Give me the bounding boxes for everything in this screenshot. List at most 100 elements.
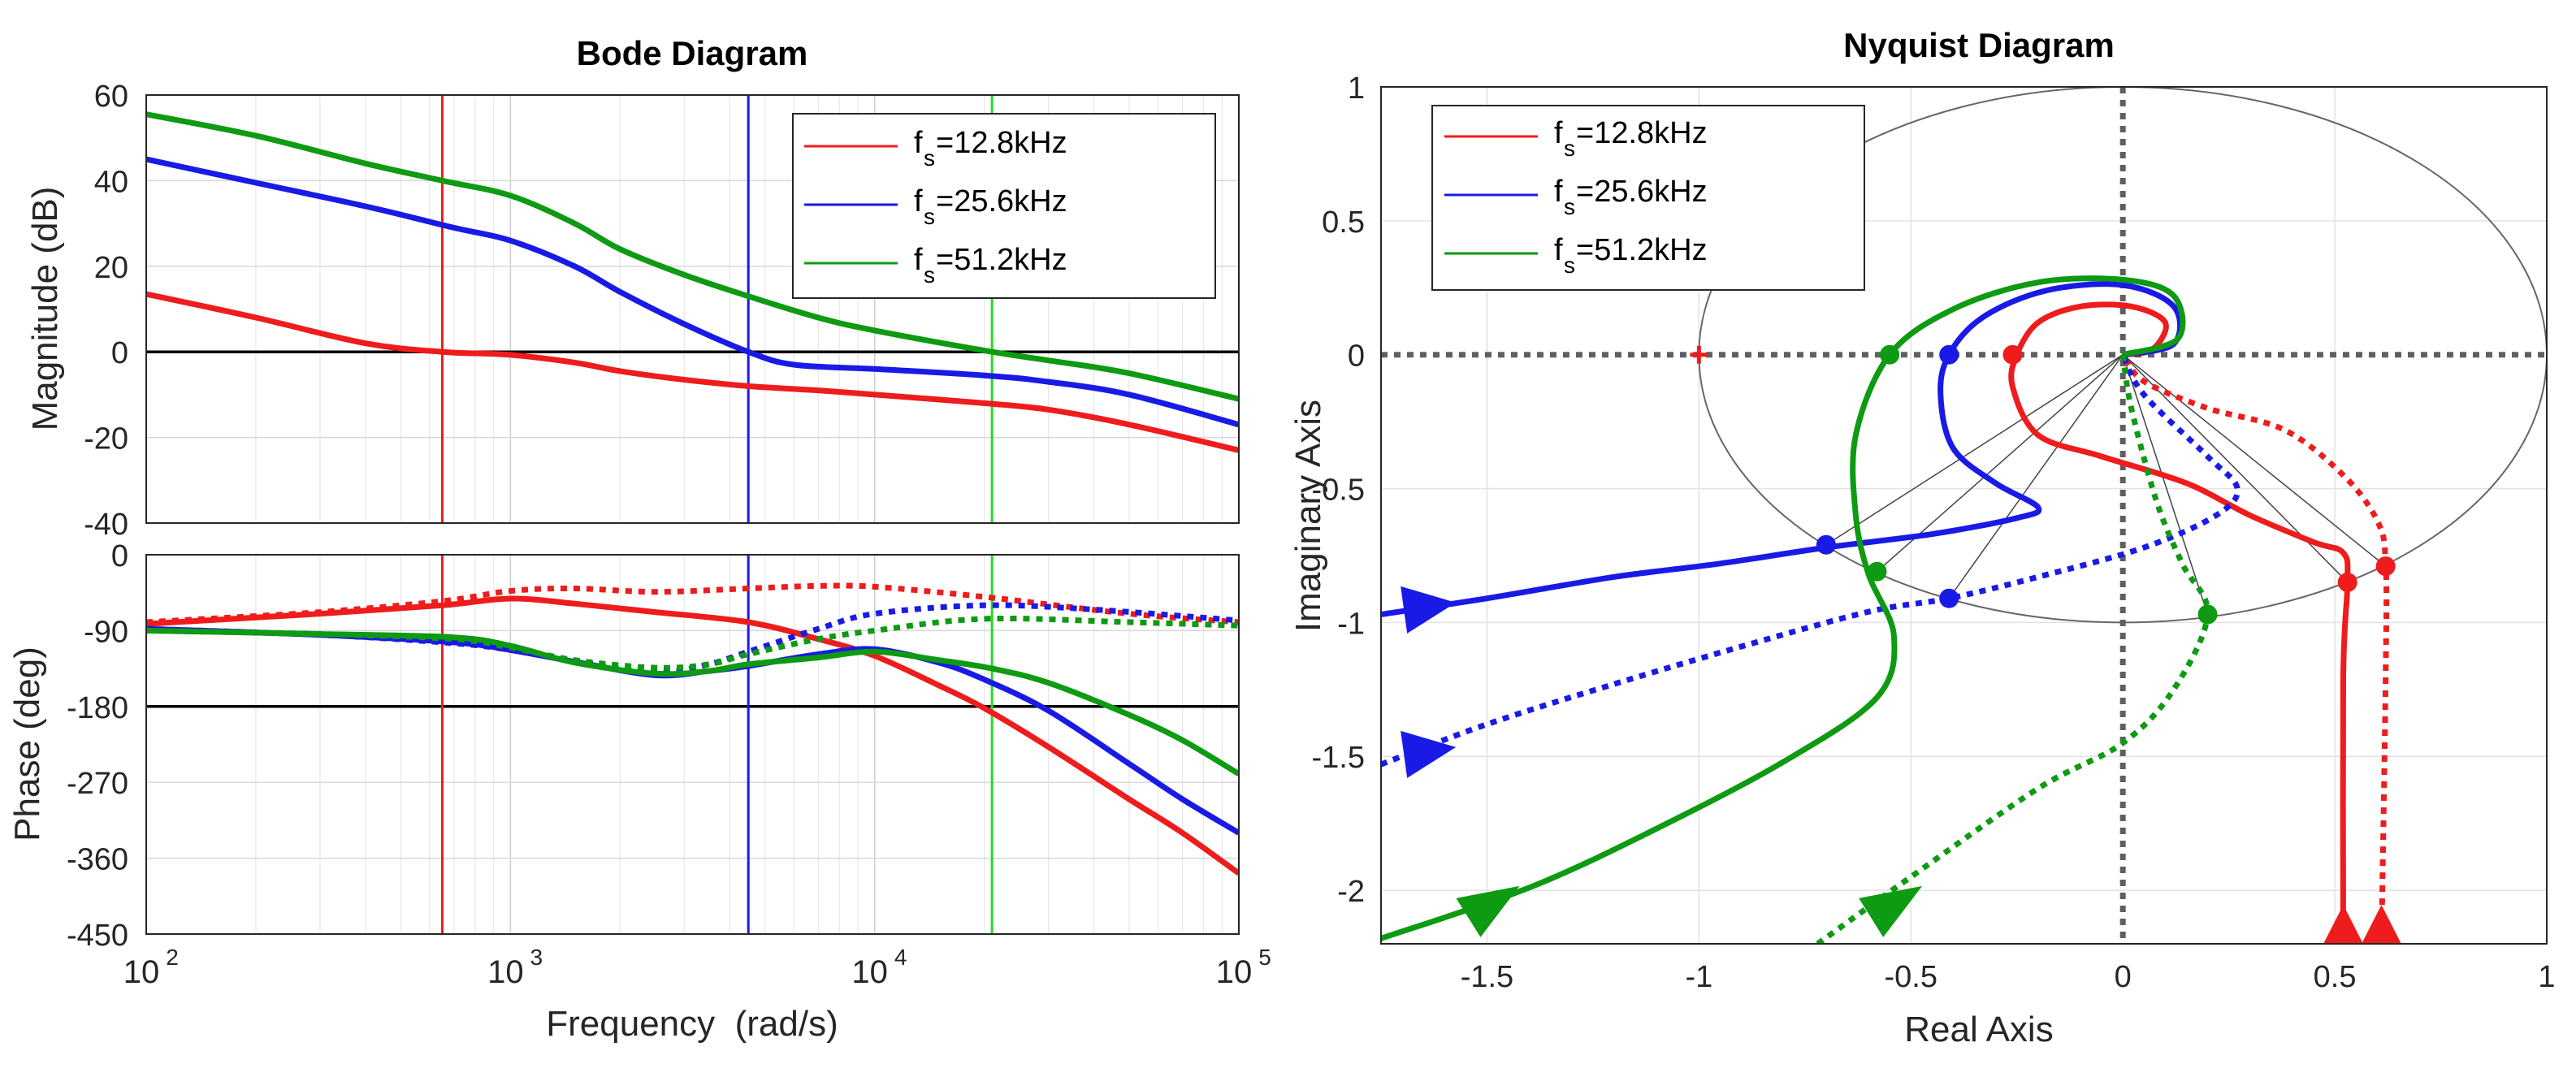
legend-f: f: [1554, 116, 1563, 150]
nyquist-marker-red: [2337, 572, 2357, 592]
nyquist-line-blue-dotted: [1381, 353, 2240, 768]
nyquist-y-tick-label: -1.5: [1312, 741, 1365, 775]
nyquist-marker-blue: [1816, 534, 1836, 555]
nyquist-ticks: -1.5 -1 -0.5 0 0.5 1 1 0.5 0 -0.5 -1 -1.5 -2: [1312, 71, 2556, 994]
nyquist-line-red-solid: [2008, 301, 2351, 944]
nyquist-x-tick-label: -1: [1685, 960, 1712, 994]
bode-x-tick-exp: 3: [530, 945, 543, 970]
bode-x-tick-exp: 5: [1258, 945, 1271, 970]
magnitude-series: [146, 111, 1239, 453]
legend-f: f: [914, 243, 923, 277]
connector-line: [2122, 354, 2209, 615]
nyquist-x-tick-label: 0: [2115, 960, 2132, 994]
magnitude-line-green: [146, 111, 1239, 402]
phase-crossover-lines: [440, 555, 994, 934]
phase-tick-label: -90: [84, 615, 128, 649]
nyquist-y-tick-label: 1: [1348, 71, 1365, 106]
legend-subscript: s: [924, 145, 935, 171]
nyquist-y-tick-label: 0: [1348, 340, 1365, 374]
phase-tick-label: -180: [67, 691, 128, 725]
magnitude-tick-label: 60: [94, 80, 128, 114]
direction-arrow-blue: [1401, 730, 1457, 778]
phase-ylabel: Phase (deg): [7, 647, 47, 841]
magnitude-y-ticks: 60 40 20 0 -20 -40: [84, 80, 128, 542]
direction-arrow-green: [1456, 885, 1520, 937]
nyquist-y-tick-label: 0.5: [1322, 205, 1365, 240]
legend-f: f: [914, 184, 923, 218]
nyquist-y-tick-label: -1: [1337, 607, 1365, 641]
nyquist-ylabel: Imaginary Axis: [1288, 400, 1328, 632]
legend-f: f: [914, 126, 923, 160]
magnitude-line-red: [146, 291, 1239, 453]
nyquist-line-green-solid: [1381, 275, 2186, 941]
bode-x-tick-exp: 4: [894, 945, 907, 970]
phase-tick-label: -270: [67, 767, 128, 801]
bode-x-tick-base: 10: [123, 954, 160, 990]
nyquist-line-blue-solid: [1381, 281, 2184, 617]
phase-line-blue-dotted: [146, 602, 1239, 676]
phase-series: [146, 582, 1239, 876]
magnitude-line-blue: [146, 156, 1239, 428]
legend-label: =51.2kHz: [1576, 233, 1708, 267]
legend-label: =25.6kHz: [1576, 175, 1708, 209]
connector-line: [2122, 354, 2349, 583]
bode-xlabel: Frequency (rad/s): [546, 1004, 838, 1044]
nyquist-x-tick-label: 0.5: [2314, 960, 2357, 994]
nyquist-marker-blue: [1939, 588, 1959, 608]
nyquist-line-green-dotted: [1816, 354, 2211, 944]
nyquist-marker-red: [2002, 344, 2023, 365]
nyquist-marker-green: [1867, 561, 1887, 582]
phase-tick-label: -450: [67, 919, 128, 953]
nyquist-y-tick-label: -0.5: [1312, 474, 1365, 508]
legend-subscript: s: [1564, 136, 1575, 161]
legend-subscript: s: [1564, 194, 1575, 219]
phase-y-ticks: 0 -90 -180 -270 -360 -450: [67, 539, 128, 953]
legend-subscript: s: [924, 204, 935, 229]
nyquist-marker-red: [2375, 556, 2396, 577]
connector-line: [1948, 354, 2124, 599]
bode-x-tick-base: 10: [1216, 954, 1253, 990]
phase-line-red-solid: [146, 595, 1239, 876]
legend-f: f: [1554, 233, 1563, 267]
magnitude-tick-label: 40: [94, 165, 128, 199]
direction-arrow-blue: [1401, 586, 1457, 634]
phase-line-red-dotted: [146, 582, 1239, 625]
legend-subscript: s: [1564, 253, 1575, 278]
phase-panel: 0-90-180-270-360-450 10 2 10 3 10 4 10 5 Phase …: [7, 539, 1271, 1044]
bode-x-tick-base: 10: [851, 954, 888, 990]
legend-label: =12.8kHz: [1576, 116, 1708, 150]
phase-line-green-dotted: [146, 615, 1239, 671]
magnitude-tick-label: 20: [94, 251, 128, 285]
nyquist-series: [1381, 275, 2401, 944]
nyquist-marker-blue: [1939, 344, 1959, 365]
nyquist-x-tick-label: 1: [2538, 960, 2555, 994]
phase-tick-label: 0: [111, 539, 128, 573]
magnitude-grid: [145, 95, 1239, 523]
nyquist-marker-green: [1880, 344, 1900, 365]
bode-title: Bode Diagram: [577, 34, 808, 72]
direction-arrow-red: [2323, 905, 2363, 944]
direction-arrow-green: [1859, 885, 1923, 937]
legend-label: =51.2kHz: [936, 243, 1067, 277]
magnitude-tick-label: 0: [111, 336, 128, 370]
bode-x-ticks: 10 2 10 3 10 4 10 5: [123, 945, 1271, 990]
phase-tick-label: -360: [67, 843, 128, 877]
connector-line: [1825, 354, 2124, 546]
nyquist-x-tick-label: -1.5: [1461, 960, 1513, 994]
legend-f: f: [1554, 175, 1563, 209]
magnitude-tick-label: -40: [84, 508, 128, 542]
legend-label: =12.8kHz: [936, 126, 1067, 160]
nyquist-y-tick-label: -2: [1337, 875, 1365, 909]
magnitude-ylabel: Magnitude (dB): [25, 187, 65, 431]
nyquist-marker-green: [2197, 604, 2218, 625]
nyquist-x-tick-label: -0.5: [1885, 960, 1937, 994]
nyquist-xlabel: Real Axis: [1904, 1010, 2053, 1049]
magnitude-tick-label: -20: [84, 422, 128, 456]
nyquist-line-red-dotted: [2120, 353, 2390, 944]
bode-x-tick-exp: 2: [166, 945, 179, 970]
nyquist-title: Nyquist Diagram: [1843, 26, 2115, 64]
legend-subscript: s: [924, 262, 935, 288]
critical-point-marker: [1690, 345, 1708, 364]
